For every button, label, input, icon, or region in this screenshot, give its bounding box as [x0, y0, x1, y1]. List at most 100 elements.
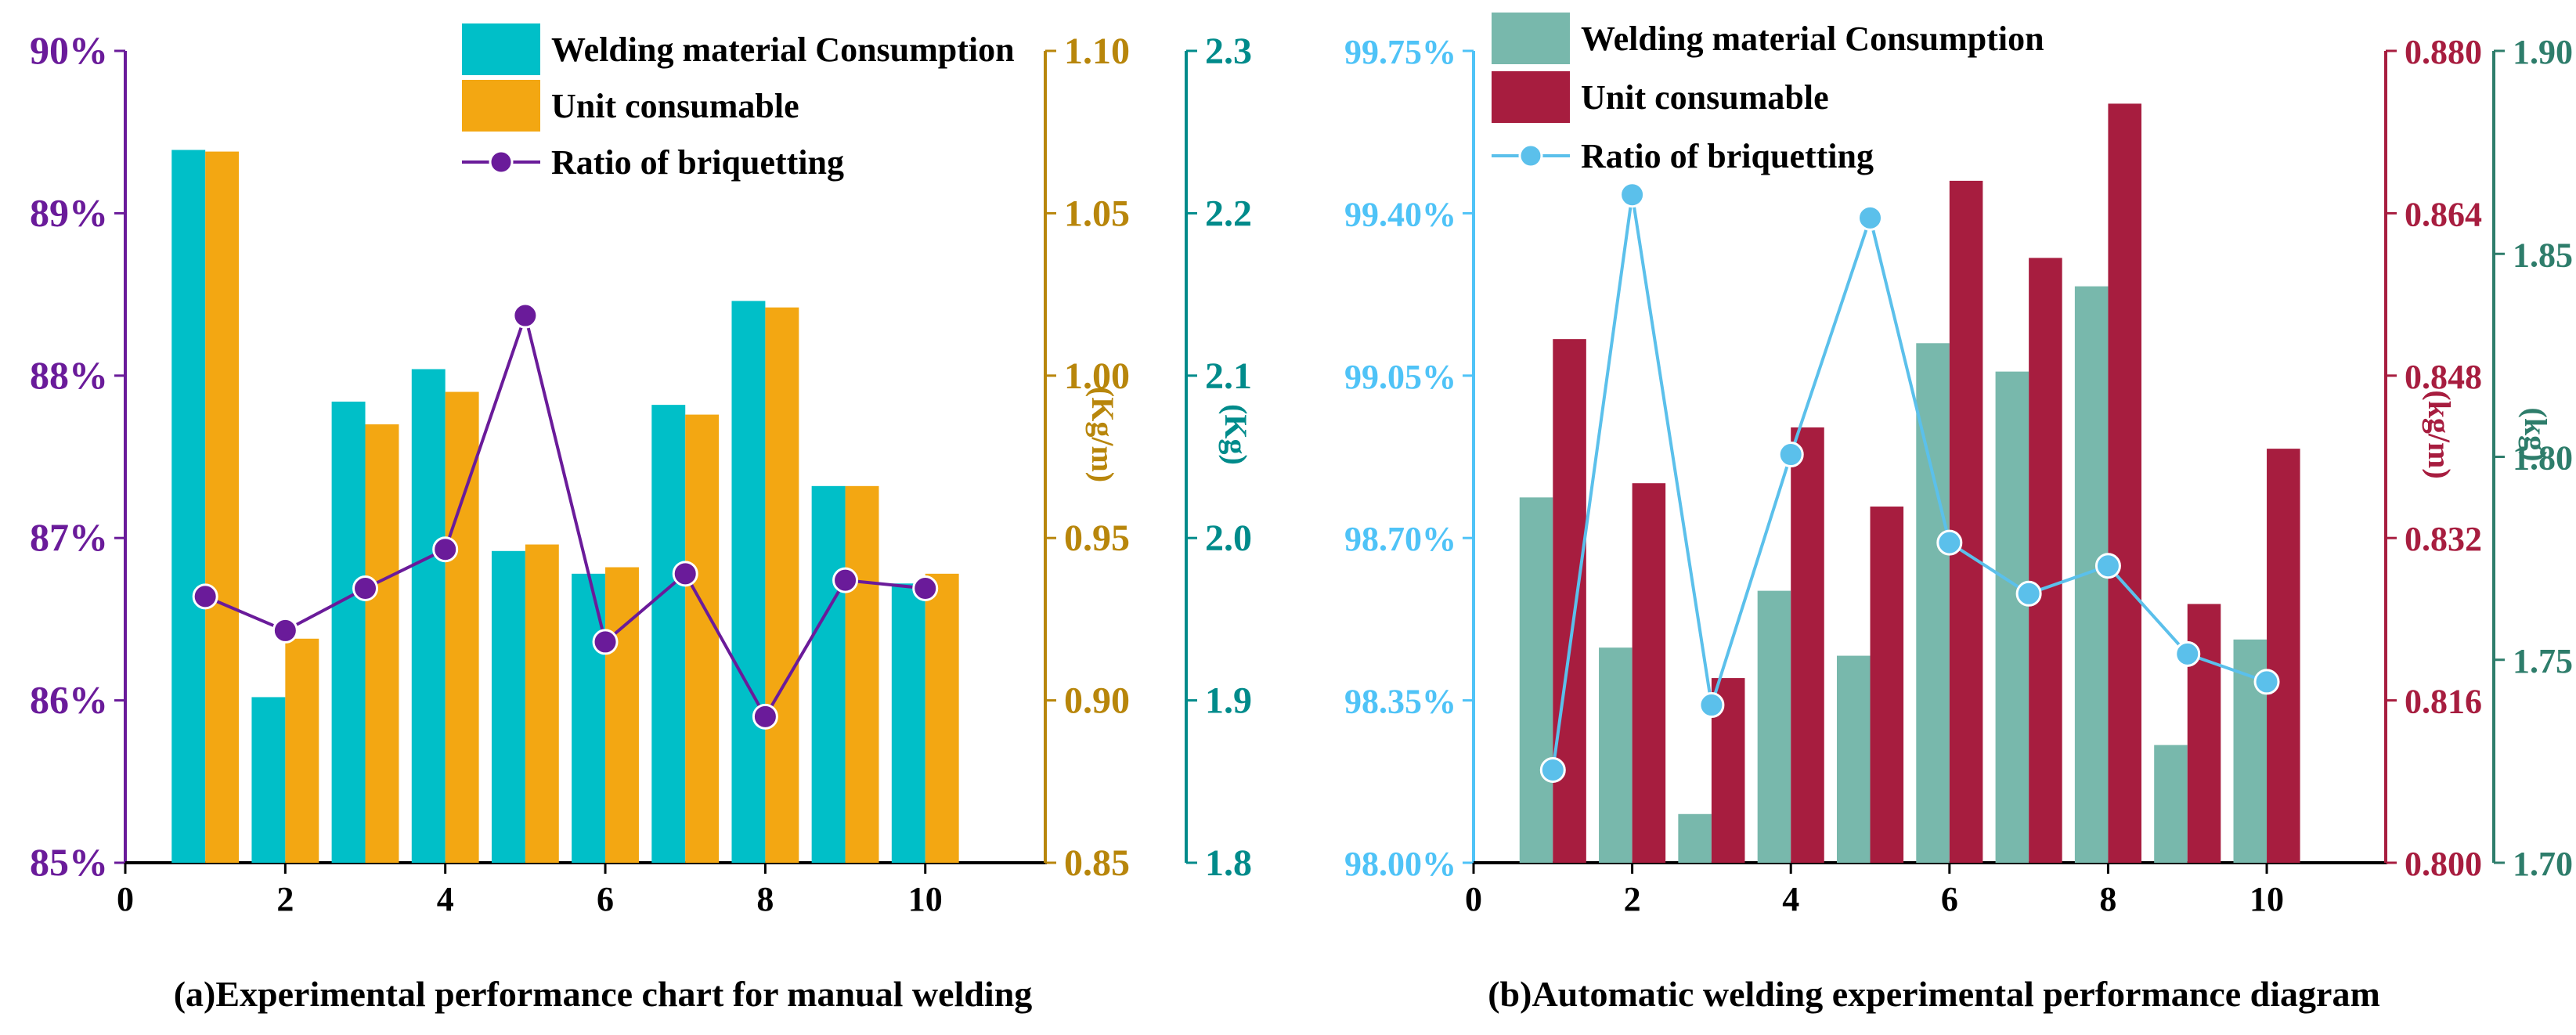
chart1-bar-unit: [205, 151, 240, 863]
chart1-y-left-tick-label: 90%: [30, 28, 108, 72]
chart2-y-right1-tick-label: 0.800: [2405, 845, 2482, 883]
chart2-ratio-point: [2174, 640, 2201, 667]
chart1-y-right1-tick-label: 1.00: [1064, 355, 1130, 397]
chart2-y-right1-tick-label: 0.832: [2405, 520, 2482, 558]
chart1-x-tick-label: 2: [276, 880, 294, 918]
chart1-x-tick-label: 10: [908, 880, 943, 918]
chart2-ratio-point: [1698, 692, 1725, 719]
chart2-bar-unit: [1949, 180, 1983, 864]
chart1-bar-unit: [605, 567, 639, 863]
chart1-bar-consumption: [491, 550, 525, 863]
chart2-y-left-tick-label: 98.00%: [1344, 845, 1456, 883]
chart1-ratio-line: [204, 309, 925, 720]
chart1-legend-label: Welding material Consumption: [551, 31, 1015, 69]
chart1-ratio-point: [272, 617, 298, 644]
chart1-x-tick-label: 4: [437, 880, 454, 918]
chart1-y-right1-tick-label: 0.95: [1064, 518, 1130, 559]
chart2-bar-consumption: [1995, 371, 2029, 863]
chart2-x-tick-label: 6: [1941, 880, 1958, 918]
chart1-x-tick-label: 0: [117, 880, 134, 918]
chart2-y-left-tick-label: 98.35%: [1344, 683, 1456, 721]
chart1-legend-swatch: [462, 80, 540, 132]
chart1-ratio-point: [592, 629, 619, 655]
chart1-y-right2-label: (Kg): [1218, 404, 1254, 465]
chart2-ratio-point: [1539, 756, 1566, 783]
chart1-ratio-point: [672, 561, 698, 587]
chart2-bar-consumption: [2154, 745, 2188, 863]
chart1-bar-consumption: [651, 405, 686, 863]
chart2-y-left-tick-label: 99.75%: [1344, 33, 1456, 71]
chart1-y-left-tick-label: 87%: [30, 515, 108, 559]
chart1-bar-unit: [685, 414, 720, 863]
chart1-bar-unit: [765, 307, 799, 863]
chart2-bar-consumption: [1836, 655, 1871, 863]
chart1-legend-label: Unit consumable: [551, 87, 799, 125]
chart2-bar-unit: [1791, 427, 1824, 863]
chart2-x-tick-label: 2: [1624, 880, 1641, 918]
chart2-bar-consumption: [1678, 813, 1712, 863]
chart2-y-left-tick-label: 99.05%: [1344, 358, 1456, 396]
chart2-ratio-point: [1619, 182, 1646, 208]
chart2-ratio-point: [1936, 529, 1963, 556]
chart1-bar-consumption: [731, 301, 766, 863]
chart1-ratio-point: [192, 583, 218, 610]
chart1-bar-unit: [285, 638, 319, 863]
chart2-bar-unit: [2267, 449, 2300, 863]
chart1-y-right2-tick-label: 2.1: [1205, 355, 1252, 397]
chart1-caption: (a)Experimental performance chart for ma…: [174, 974, 1033, 1014]
chart2-y-right2-label: (kg): [2518, 408, 2553, 462]
chart2-y-right1-tick-label: 0.816: [2405, 683, 2482, 721]
chart2-bar-consumption: [1599, 647, 1633, 863]
chart2-x-tick-label: 4: [1782, 880, 1799, 918]
chart2-bar-unit: [1870, 507, 1904, 863]
chart2-y-right1-tick-label: 0.848: [2405, 358, 2482, 396]
chart2-y-right1-tick-label: 0.880: [2405, 33, 2482, 71]
chart1-y-right2-tick-label: 2.0: [1205, 518, 1252, 559]
chart1-y-left-tick-label: 88%: [30, 353, 108, 397]
chart1-y-left-tick-label: 85%: [30, 840, 108, 884]
chart1-bar-unit: [525, 544, 559, 863]
chart1-bar-consumption: [411, 369, 446, 863]
chart2-bar-unit: [2029, 258, 2062, 863]
chart2-ratio-line: [1551, 194, 2268, 770]
chart2-y-right1-tick-label: 0.864: [2405, 195, 2482, 233]
chart2-y-right1-label: (kg/m): [2422, 390, 2457, 478]
chart2-caption: (b)Automatic welding experimental perfor…: [1488, 974, 2380, 1014]
chart2-ratio-point: [2094, 553, 2121, 579]
chart1-y-right1-tick-label: 1.10: [1064, 31, 1130, 72]
chart2-x-tick-label: 8: [2099, 880, 2116, 918]
chart1-bar-unit: [925, 573, 959, 863]
chart1-bar-unit: [365, 424, 399, 863]
chart1-y-right1-tick-label: 0.90: [1064, 680, 1130, 722]
chart2-ratio-point: [1777, 442, 1804, 468]
chart1-bar-consumption: [331, 401, 366, 863]
chart1-bar-consumption: [251, 697, 286, 863]
chart2-ratio-point: [2253, 669, 2280, 695]
chart1-ratio-point: [432, 536, 459, 563]
chart1-ratio-point: [352, 575, 379, 601]
chart2-y-right2-tick-label: 1.80: [2513, 439, 2573, 478]
chart1-bar-consumption: [891, 583, 925, 863]
chart1-ratio-point: [512, 302, 539, 329]
chart2-legend-swatch: [1492, 13, 1570, 64]
chart2-y-right2-tick-label: 1.75: [2513, 642, 2573, 680]
chart1-legend-marker: [489, 150, 514, 175]
chart1-y-right2-tick-label: 1.9: [1205, 680, 1252, 722]
chart2-x-tick-label: 0: [1465, 880, 1482, 918]
chart1-ratio-point: [912, 575, 939, 601]
chart2-y-right2-tick-label: 1.70: [2513, 845, 2573, 883]
chart2-y-right2-tick-label: 1.90: [2513, 33, 2573, 71]
chart1-legend-swatch: [462, 23, 540, 75]
chart1-y-right1-label: (Kg/m): [1085, 387, 1120, 482]
chart2-legend-label: Ratio of briquetting: [1581, 137, 1874, 175]
chart2-x-tick-label: 10: [2249, 880, 2284, 918]
chart1-y-right1-tick-label: 1.05: [1064, 193, 1130, 234]
chart2-legend-swatch: [1492, 71, 1570, 123]
chart2-bar-unit: [1553, 339, 1586, 863]
chart2-legend-label: Unit consumable: [1581, 78, 1829, 117]
chart1-y-left-tick-label: 89%: [30, 190, 108, 234]
chart2-bar-consumption: [1519, 497, 1553, 863]
chart2-y-left-tick-label: 99.40%: [1344, 195, 1456, 233]
